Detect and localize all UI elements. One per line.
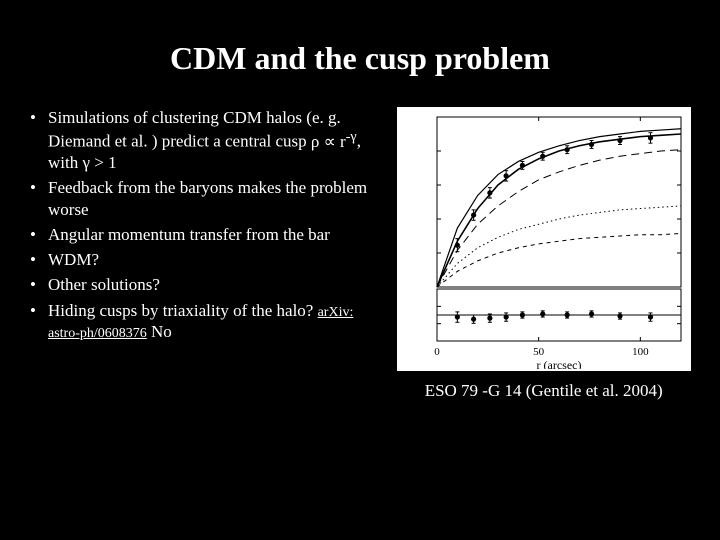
rotation-curve-chart: 0 50 100 r (arcsec): [399, 109, 689, 369]
bullet-item-5: Hiding cusps by triaxiality of the halo?…: [26, 300, 373, 343]
svg-text:50: 50: [533, 346, 545, 358]
bullet-item-4: Other solutions?: [26, 274, 373, 295]
slide-root: CDM and the cusp problem Simulations of …: [0, 0, 720, 540]
chart-container: 0 50 100 r (arcsec): [397, 107, 691, 371]
svg-text:100: 100: [632, 346, 649, 358]
bullets-list: Simulations of clustering CDM halos (e. …: [26, 107, 373, 343]
svg-text:r (arcsec): r (arcsec): [536, 358, 581, 369]
content-row: Simulations of clustering CDM halos (e. …: [0, 107, 720, 401]
svg-text:0: 0: [434, 346, 440, 358]
slide-title: CDM and the cusp problem: [0, 0, 720, 107]
bullet-item-0: Simulations of clustering CDM halos (e. …: [26, 107, 373, 173]
bullet-item-1: Feedback from the baryons makes the prob…: [26, 177, 373, 220]
bullets-column: Simulations of clustering CDM halos (e. …: [26, 107, 373, 401]
bullet-item-2: Angular momentum transfer from the bar: [26, 224, 373, 245]
figure-column: 0 50 100 r (arcsec) ESO 79 -G 14 (Gentile e…: [383, 107, 704, 401]
bullet-item-3: WDM?: [26, 249, 373, 270]
figure-caption: ESO 79 -G 14 (Gentile et al. 2004): [425, 381, 663, 401]
